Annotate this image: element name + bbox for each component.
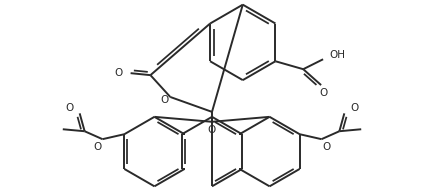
Text: O: O <box>160 95 168 105</box>
Text: O: O <box>208 125 216 135</box>
Text: O: O <box>322 142 331 152</box>
Text: OH: OH <box>329 50 345 60</box>
Text: O: O <box>319 88 327 98</box>
Text: O: O <box>93 142 102 152</box>
Text: O: O <box>350 103 358 113</box>
Text: O: O <box>66 103 74 113</box>
Text: O: O <box>114 68 123 78</box>
